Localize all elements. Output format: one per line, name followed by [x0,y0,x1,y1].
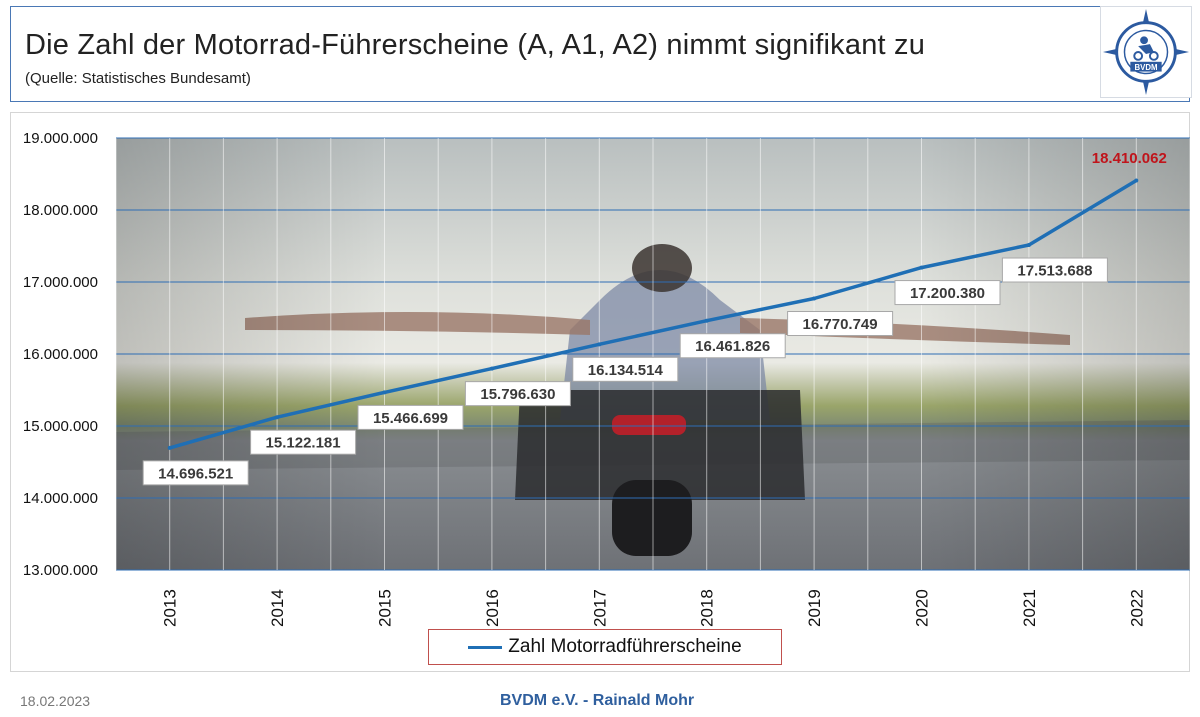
x-tick-label: 2021 [1020,589,1039,627]
data-label: 14.696.521 [142,460,249,486]
data-label-box [142,460,249,486]
data-point [275,415,280,420]
data-label: 16.134.514 [572,356,679,382]
y-tick-label: 13.000.000 [23,562,98,579]
data-label-box [357,404,464,430]
data-point [167,445,172,450]
y-tick-label: 17.000.000 [23,274,98,291]
data-label-text: 16.770.749 [803,316,878,333]
data-label-box [894,280,1001,306]
data-point [919,265,924,270]
data-label-box [250,429,357,455]
x-tick-label: 2016 [483,589,502,627]
data-label-text: 15.466.699 [373,410,448,427]
data-label: 15.122.181 [250,429,357,455]
footer-author: BVDM e.V. - Rainald Mohr [500,692,695,709]
data-label: 17.513.688 [1001,257,1108,283]
chart-legend: Zahl Motorradführerscheine [428,629,782,665]
bvdm-logo-icon: BVDM [1102,8,1190,96]
x-tick-label: 2020 [913,589,932,627]
data-label-text: 18.410.062 [1092,150,1167,167]
data-label: 17.200.380 [894,280,1001,306]
title-box: Die Zahl der Motorrad-Führerscheine (A, … [10,6,1190,102]
x-tick-label: 2015 [376,589,395,627]
y-tick-label: 16.000.000 [23,346,98,363]
data-point [704,318,709,323]
data-label-box [787,311,894,337]
page-subtitle: (Quelle: Statistisches Bundesamt) [25,70,251,87]
data-point [1134,178,1139,183]
data-label: 15.466.699 [357,404,464,430]
data-point [382,390,387,395]
x-tick-label: 2014 [268,589,287,627]
data-label-box [1001,257,1108,283]
footer-date: 18.02.2023 [20,693,91,709]
data-label-text: 17.513.688 [1017,263,1092,280]
series-line [169,178,1138,450]
data-label-text: 15.122.181 [266,435,341,452]
y-tick-label: 18.000.000 [23,202,98,219]
data-label: 15.796.630 [464,381,571,407]
y-tick-label: 14.000.000 [23,490,98,507]
y-tick-label: 15.000.000 [23,418,98,435]
data-label-text: 16.461.826 [695,338,770,355]
x-tick-label: 2017 [590,589,609,627]
x-tick-label: 2022 [1127,589,1146,627]
bvdm-logo: BVDM [1100,6,1192,98]
x-tick-label: 2019 [805,589,824,627]
data-label: 16.770.749 [787,311,894,337]
x-axis: 2013 2014 2015 2016 2017 2018 2019 2020 2021 2022 [161,589,1147,627]
legend-line-swatch [468,645,503,649]
data-point [489,366,494,371]
data-label-text: 17.200.380 [910,285,985,302]
data-point [1026,243,1031,248]
logo-text: BVDM [1134,63,1157,72]
series-layer [167,178,1139,450]
data-label-text: 15.796.630 [480,386,555,403]
x-tick-label: 2013 [161,589,180,627]
data-label: 16.461.826 [679,333,786,359]
data-label-box [572,356,679,382]
data-label-text: 16.134.514 [588,362,664,379]
y-tick-label: 19.000.000 [23,130,98,147]
legend-label: Zahl Motorradführerscheine [508,636,742,657]
y-axis: 13.000.000 14.000.000 15.000.000 16.000.000… [23,130,98,579]
data-label-text: 14.696.521 [158,465,233,482]
data-label-box [464,381,571,407]
grid-lines [115,137,1191,571]
data-labels: 14.696.521 15.122.181 15.466.699 15.796.630… [142,150,1167,486]
data-label: 18.410.062 [1092,150,1167,167]
data-point [812,296,817,301]
x-tick-label: 2018 [698,589,717,627]
data-label-box [679,333,786,359]
data-point [597,342,602,347]
page-title: Die Zahl der Motorrad-Führerscheine (A, … [25,29,926,61]
